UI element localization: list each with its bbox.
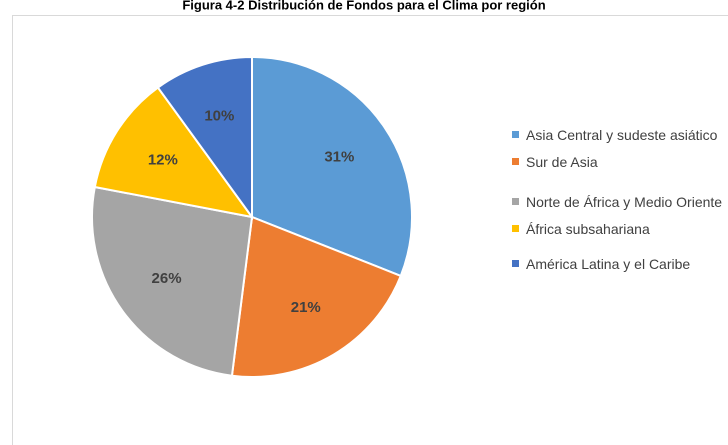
- pie-slice: [251, 55, 413, 278]
- legend-label: Sur de Asia: [526, 154, 598, 170]
- legend-swatch: [512, 260, 519, 267]
- legend-swatch: [512, 225, 519, 232]
- data-label: 10%: [204, 108, 234, 125]
- legend-label: África subsahariana: [526, 221, 650, 237]
- pie-slice: [230, 215, 403, 378]
- legend-item: Sur de Asia: [512, 153, 727, 171]
- legend-swatch: [512, 158, 519, 165]
- pie-slice: [156, 55, 253, 221]
- legend: Asia Central y sudeste asiático Sur de As…: [512, 126, 727, 273]
- pie-slice: [91, 185, 254, 377]
- legend-item: África subsahariana: [512, 220, 727, 238]
- legend-label: Norte de África y Medio Oriente: [526, 194, 723, 210]
- data-label: 31%: [324, 149, 354, 166]
- pie-slice: [93, 86, 255, 219]
- data-label: 12%: [148, 151, 178, 168]
- legend-label: Asia Central y sudeste asiático: [526, 127, 718, 143]
- legend-swatch: [512, 131, 519, 138]
- legend-item: Asia Central y sudeste asiático: [512, 126, 727, 144]
- legend-item: América Latina y el Caribe: [512, 255, 727, 273]
- data-label: 21%: [291, 299, 321, 316]
- data-label: 26%: [152, 270, 182, 287]
- chart-title: Figura 4-2 Distribución de Fondos para e…: [182, 0, 545, 12]
- legend-item: Norte de África y Medio Oriente: [512, 193, 727, 211]
- legend-swatch: [512, 198, 519, 205]
- legend-label: América Latina y el Caribe: [526, 256, 691, 272]
